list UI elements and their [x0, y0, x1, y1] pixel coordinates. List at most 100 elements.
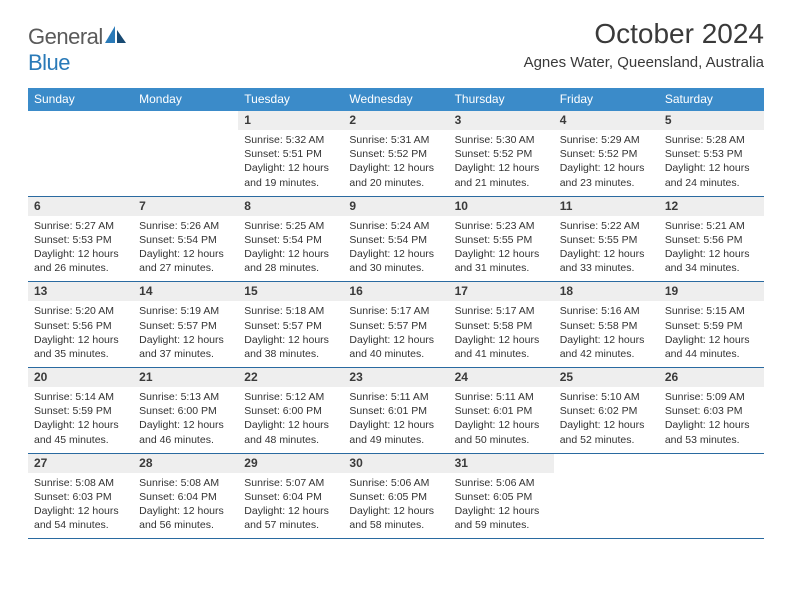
- day-details: Sunrise: 5:06 AMSunset: 6:05 PMDaylight:…: [449, 473, 554, 539]
- title-block: October 2024 Agnes Water, Queensland, Au…: [524, 18, 764, 71]
- weekday-cell: Tuesday: [238, 88, 343, 111]
- day-details: Sunrise: 5:27 AMSunset: 5:53 PMDaylight:…: [28, 216, 133, 282]
- day-details: Sunrise: 5:17 AMSunset: 5:58 PMDaylight:…: [449, 301, 554, 367]
- week-row: 20Sunrise: 5:14 AMSunset: 5:59 PMDayligh…: [28, 368, 764, 454]
- day-cell: 27Sunrise: 5:08 AMSunset: 6:03 PMDayligh…: [28, 454, 133, 539]
- week-row: 6Sunrise: 5:27 AMSunset: 5:53 PMDaylight…: [28, 197, 764, 283]
- day-cell: 18Sunrise: 5:16 AMSunset: 5:58 PMDayligh…: [554, 282, 659, 367]
- day-number: 5: [659, 111, 764, 130]
- day-details: Sunrise: 5:22 AMSunset: 5:55 PMDaylight:…: [554, 216, 659, 282]
- day-details: Sunrise: 5:14 AMSunset: 5:59 PMDaylight:…: [28, 387, 133, 453]
- day-number: 14: [133, 282, 238, 301]
- day-cell: 21Sunrise: 5:13 AMSunset: 6:00 PMDayligh…: [133, 368, 238, 453]
- day-details: Sunrise: 5:20 AMSunset: 5:56 PMDaylight:…: [28, 301, 133, 367]
- day-cell: [554, 454, 659, 539]
- day-details: Sunrise: 5:25 AMSunset: 5:54 PMDaylight:…: [238, 216, 343, 282]
- day-number: 19: [659, 282, 764, 301]
- day-number: 29: [238, 454, 343, 473]
- calendar: SundayMondayTuesdayWednesdayThursdayFrid…: [28, 88, 764, 539]
- day-cell: 20Sunrise: 5:14 AMSunset: 5:59 PMDayligh…: [28, 368, 133, 453]
- logo-text-blue: Blue: [28, 50, 70, 75]
- day-number: 15: [238, 282, 343, 301]
- day-cell: 30Sunrise: 5:06 AMSunset: 6:05 PMDayligh…: [343, 454, 448, 539]
- day-number: 20: [28, 368, 133, 387]
- day-details: Sunrise: 5:12 AMSunset: 6:00 PMDaylight:…: [238, 387, 343, 453]
- day-cell: 16Sunrise: 5:17 AMSunset: 5:57 PMDayligh…: [343, 282, 448, 367]
- location-label: Agnes Water, Queensland, Australia: [524, 54, 764, 71]
- day-number: 10: [449, 197, 554, 216]
- day-number: 7: [133, 197, 238, 216]
- day-cell: 13Sunrise: 5:20 AMSunset: 5:56 PMDayligh…: [28, 282, 133, 367]
- day-number: 21: [133, 368, 238, 387]
- day-cell: 3Sunrise: 5:30 AMSunset: 5:52 PMDaylight…: [449, 111, 554, 196]
- day-details: Sunrise: 5:11 AMSunset: 6:01 PMDaylight:…: [343, 387, 448, 453]
- day-number: 31: [449, 454, 554, 473]
- day-details: Sunrise: 5:07 AMSunset: 6:04 PMDaylight:…: [238, 473, 343, 539]
- day-details: Sunrise: 5:19 AMSunset: 5:57 PMDaylight:…: [133, 301, 238, 367]
- day-details: Sunrise: 5:17 AMSunset: 5:57 PMDaylight:…: [343, 301, 448, 367]
- day-cell: 2Sunrise: 5:31 AMSunset: 5:52 PMDaylight…: [343, 111, 448, 196]
- day-details: Sunrise: 5:28 AMSunset: 5:53 PMDaylight:…: [659, 130, 764, 196]
- day-details: Sunrise: 5:16 AMSunset: 5:58 PMDaylight:…: [554, 301, 659, 367]
- day-details: Sunrise: 5:15 AMSunset: 5:59 PMDaylight:…: [659, 301, 764, 367]
- day-cell: 10Sunrise: 5:23 AMSunset: 5:55 PMDayligh…: [449, 197, 554, 282]
- day-details: Sunrise: 5:23 AMSunset: 5:55 PMDaylight:…: [449, 216, 554, 282]
- day-details: Sunrise: 5:11 AMSunset: 6:01 PMDaylight:…: [449, 387, 554, 453]
- day-cell: [28, 111, 133, 196]
- day-details: Sunrise: 5:32 AMSunset: 5:51 PMDaylight:…: [238, 130, 343, 196]
- day-number: 9: [343, 197, 448, 216]
- day-cell: 7Sunrise: 5:26 AMSunset: 5:54 PMDaylight…: [133, 197, 238, 282]
- weekday-cell: Wednesday: [343, 88, 448, 111]
- day-number: 27: [28, 454, 133, 473]
- day-cell: 22Sunrise: 5:12 AMSunset: 6:00 PMDayligh…: [238, 368, 343, 453]
- day-cell: [659, 454, 764, 539]
- day-cell: 28Sunrise: 5:08 AMSunset: 6:04 PMDayligh…: [133, 454, 238, 539]
- day-cell: 17Sunrise: 5:17 AMSunset: 5:58 PMDayligh…: [449, 282, 554, 367]
- day-cell: 12Sunrise: 5:21 AMSunset: 5:56 PMDayligh…: [659, 197, 764, 282]
- day-number: 30: [343, 454, 448, 473]
- day-number: 17: [449, 282, 554, 301]
- day-details: Sunrise: 5:30 AMSunset: 5:52 PMDaylight:…: [449, 130, 554, 196]
- day-details: Sunrise: 5:26 AMSunset: 5:54 PMDaylight:…: [133, 216, 238, 282]
- week-row: 13Sunrise: 5:20 AMSunset: 5:56 PMDayligh…: [28, 282, 764, 368]
- day-cell: 8Sunrise: 5:25 AMSunset: 5:54 PMDaylight…: [238, 197, 343, 282]
- day-number: 6: [28, 197, 133, 216]
- day-details: Sunrise: 5:06 AMSunset: 6:05 PMDaylight:…: [343, 473, 448, 539]
- weeks-container: 1Sunrise: 5:32 AMSunset: 5:51 PMDaylight…: [28, 111, 764, 539]
- week-row: 27Sunrise: 5:08 AMSunset: 6:03 PMDayligh…: [28, 454, 764, 540]
- day-details: Sunrise: 5:24 AMSunset: 5:54 PMDaylight:…: [343, 216, 448, 282]
- day-cell: [133, 111, 238, 196]
- logo: GeneralBlue: [28, 18, 128, 76]
- day-number: 2: [343, 111, 448, 130]
- day-details: Sunrise: 5:13 AMSunset: 6:00 PMDaylight:…: [133, 387, 238, 453]
- day-number: 13: [28, 282, 133, 301]
- day-number: 12: [659, 197, 764, 216]
- weekday-cell: Thursday: [449, 88, 554, 111]
- day-number: 23: [343, 368, 448, 387]
- week-row: 1Sunrise: 5:32 AMSunset: 5:51 PMDaylight…: [28, 111, 764, 197]
- day-number: 4: [554, 111, 659, 130]
- day-cell: 29Sunrise: 5:07 AMSunset: 6:04 PMDayligh…: [238, 454, 343, 539]
- day-cell: 26Sunrise: 5:09 AMSunset: 6:03 PMDayligh…: [659, 368, 764, 453]
- day-number: 22: [238, 368, 343, 387]
- day-cell: 6Sunrise: 5:27 AMSunset: 5:53 PMDaylight…: [28, 197, 133, 282]
- day-number: 24: [449, 368, 554, 387]
- logo-text-general: General: [28, 24, 103, 49]
- day-number: 1: [238, 111, 343, 130]
- day-number: 26: [659, 368, 764, 387]
- day-cell: 23Sunrise: 5:11 AMSunset: 6:01 PMDayligh…: [343, 368, 448, 453]
- day-cell: 25Sunrise: 5:10 AMSunset: 6:02 PMDayligh…: [554, 368, 659, 453]
- weekday-cell: Monday: [133, 88, 238, 111]
- day-number: 28: [133, 454, 238, 473]
- day-details: Sunrise: 5:08 AMSunset: 6:03 PMDaylight:…: [28, 473, 133, 539]
- day-details: Sunrise: 5:10 AMSunset: 6:02 PMDaylight:…: [554, 387, 659, 453]
- day-number: 25: [554, 368, 659, 387]
- weekday-cell: Saturday: [659, 88, 764, 111]
- day-cell: 24Sunrise: 5:11 AMSunset: 6:01 PMDayligh…: [449, 368, 554, 453]
- page-title: October 2024: [524, 18, 764, 50]
- day-cell: 15Sunrise: 5:18 AMSunset: 5:57 PMDayligh…: [238, 282, 343, 367]
- day-number: 8: [238, 197, 343, 216]
- day-cell: 4Sunrise: 5:29 AMSunset: 5:52 PMDaylight…: [554, 111, 659, 196]
- day-cell: 19Sunrise: 5:15 AMSunset: 5:59 PMDayligh…: [659, 282, 764, 367]
- day-number: 16: [343, 282, 448, 301]
